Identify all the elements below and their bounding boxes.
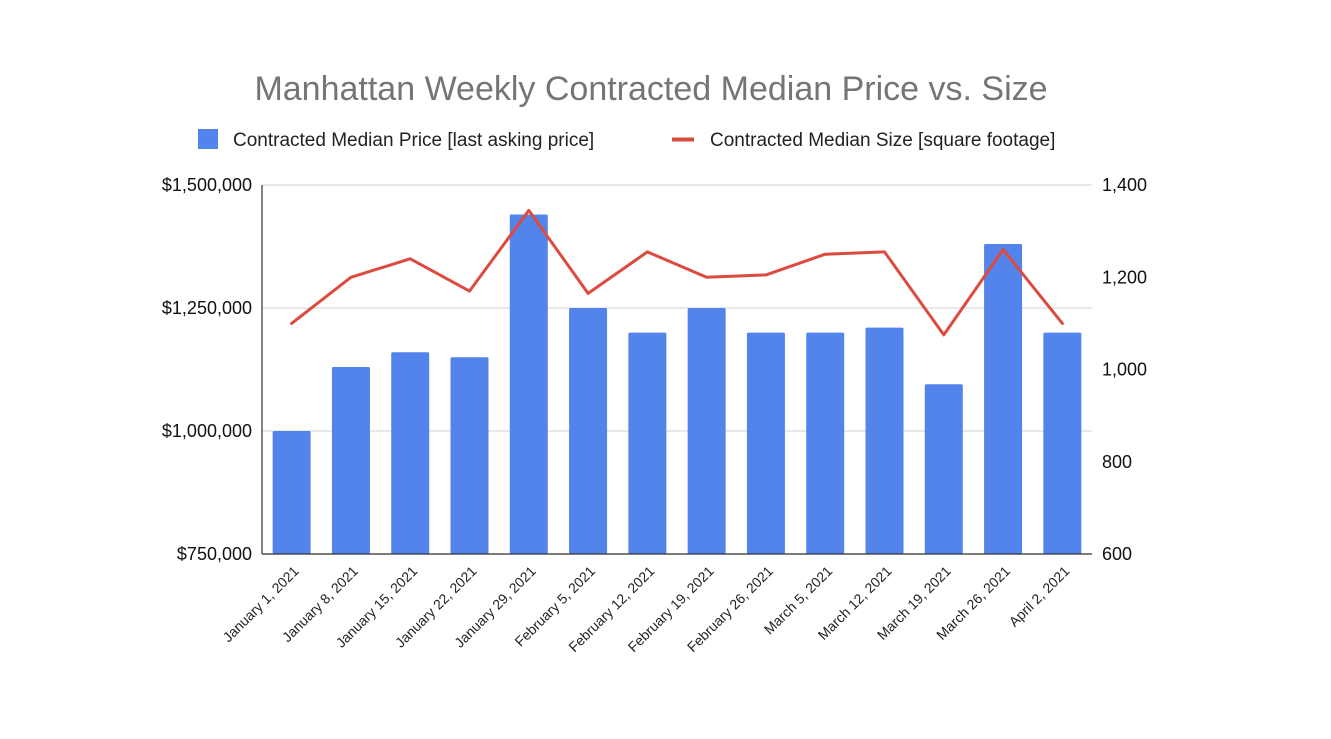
price-bar — [746, 332, 785, 554]
chart-title: Manhattan Weekly Contracted Median Price… — [254, 70, 1047, 108]
line-series — [290, 208, 1064, 337]
price-bar — [806, 332, 845, 554]
price-bar — [865, 327, 904, 554]
legend-price-label: Contracted Median Price [last asking pri… — [233, 130, 594, 151]
y-left-tick-label: $1,250,000 — [162, 298, 252, 318]
axes — [261, 185, 1092, 555]
y-right-tick-label: 1,200 — [1102, 267, 1147, 287]
bar-series — [272, 214, 1082, 555]
y-right-tick-label: 600 — [1102, 544, 1132, 564]
price-bar — [272, 431, 311, 554]
y-right-tick-label: 1,000 — [1102, 360, 1147, 380]
x-tick-label: April 2, 2021 — [1006, 563, 1073, 630]
price-bar — [687, 308, 726, 554]
size-line — [290, 208, 1064, 337]
price-bar — [1043, 332, 1082, 554]
grid — [262, 184, 1092, 555]
y-left-tick-label: $1,500,000 — [162, 175, 252, 195]
legend-size-label: Contracted Median Size [square footage] — [710, 130, 1055, 151]
price-bar — [984, 244, 1023, 555]
price-bar — [924, 384, 963, 554]
y-left-tick-label: $750,000 — [177, 544, 252, 564]
price-bar — [628, 332, 667, 554]
y-right-tick-label: 800 — [1102, 452, 1132, 472]
y-right-tick-label: 1,400 — [1102, 175, 1147, 195]
y-left-tick-label: $1,000,000 — [162, 421, 252, 441]
price-bar — [509, 214, 548, 554]
price-bar — [450, 357, 489, 554]
price-bar — [331, 367, 370, 554]
price-bar — [569, 308, 608, 554]
legend-price-swatch — [198, 129, 218, 149]
legend: Contracted Median Price [last asking pri… — [198, 129, 1055, 151]
price-bar — [391, 352, 430, 554]
